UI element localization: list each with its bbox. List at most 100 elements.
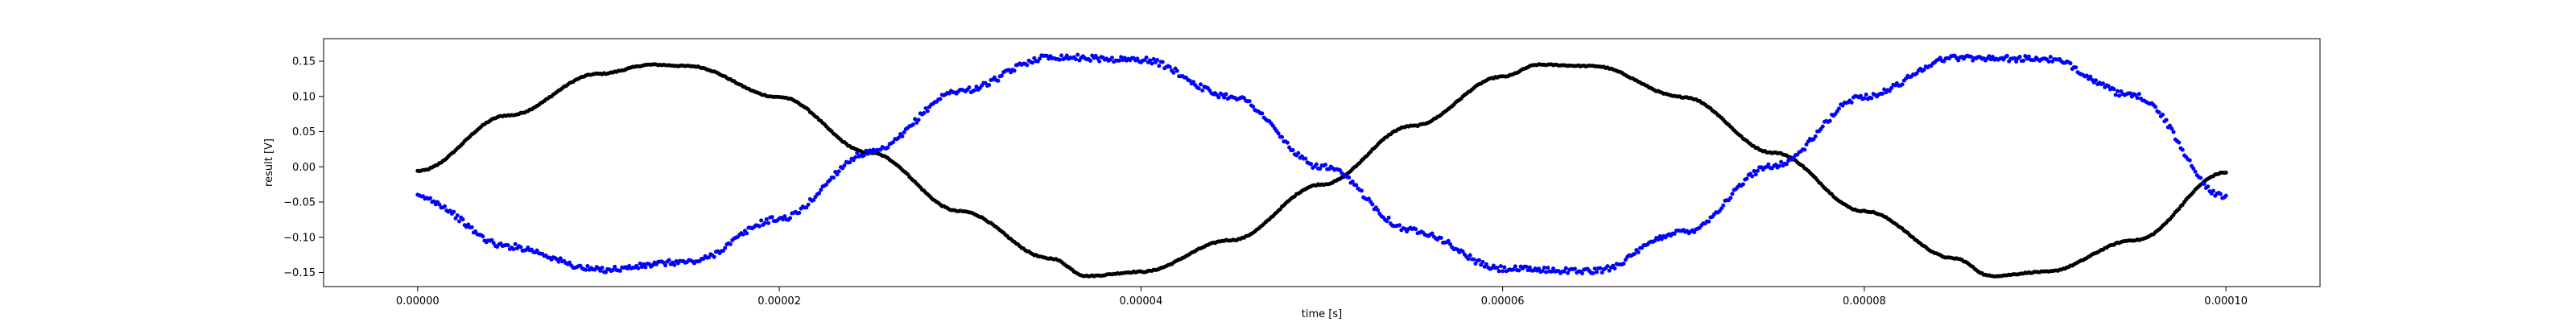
y-tick-label: −0.15 (283, 267, 316, 279)
data-point (1155, 57, 1160, 62)
data-point (728, 242, 733, 246)
data-point (603, 270, 608, 275)
data-point (2136, 92, 2141, 97)
data-point (2168, 123, 2173, 128)
data-point (2198, 175, 2203, 180)
data-point (2026, 54, 2031, 59)
data-point (2211, 188, 2215, 193)
data-point (1524, 264, 1529, 269)
data-point (473, 229, 478, 233)
data-point (1623, 258, 1628, 262)
data-point (2164, 118, 2169, 122)
data-point (1572, 266, 1577, 271)
data-point (1309, 162, 1314, 167)
series-1 (415, 52, 2228, 276)
data-point (2206, 184, 2211, 189)
data-point (1549, 269, 1554, 274)
data-point (1075, 52, 1080, 57)
data-point (2202, 181, 2207, 186)
data-point (2112, 87, 2116, 92)
data-point (781, 217, 786, 222)
data-point (466, 222, 471, 227)
data-point (1779, 159, 1784, 164)
data-point (1224, 92, 1228, 97)
data-point (638, 261, 642, 266)
data-point (2021, 58, 2026, 63)
data-point (1579, 271, 1584, 276)
data-point (762, 221, 767, 225)
data-point (453, 216, 458, 221)
data-point (922, 110, 927, 115)
x-tick-label: 0.00008 (1843, 295, 1886, 308)
data-point (1376, 208, 1381, 213)
data-point (1869, 96, 1874, 101)
data-point (1938, 56, 1942, 60)
data-point (1672, 232, 1677, 237)
data-point (1208, 88, 1212, 93)
data-point (568, 260, 572, 265)
data-point (1174, 68, 1179, 73)
data-point (910, 122, 915, 127)
data-point (1820, 124, 1825, 129)
data-point (1109, 56, 1114, 60)
data-point (600, 266, 605, 270)
data-point (1633, 251, 1637, 256)
data-point (804, 205, 809, 210)
data-point (999, 73, 1004, 78)
data-point (1460, 249, 1465, 254)
data-point (513, 242, 518, 246)
data-point (1198, 82, 1203, 87)
data-point (900, 134, 905, 138)
data-point (1517, 268, 1521, 273)
data-point (797, 210, 802, 215)
data-point (923, 105, 928, 110)
data-point (1656, 237, 1661, 242)
data-point (1730, 192, 1735, 196)
data-point (1707, 219, 1711, 224)
data-point (706, 255, 711, 260)
data-point (967, 85, 972, 90)
data-point (667, 258, 671, 262)
data-point (1285, 140, 1290, 145)
data-point (1196, 86, 1201, 91)
data-point (1728, 196, 1733, 200)
data-point (2093, 78, 2098, 83)
data-point (1840, 103, 1845, 108)
data-point (1447, 242, 1452, 246)
data-point (1247, 99, 1252, 104)
data-point (2177, 140, 2182, 145)
data-point (2223, 170, 2228, 175)
data-point (1594, 270, 1599, 275)
data-point (617, 268, 622, 273)
data-point (643, 265, 648, 270)
data-point (431, 199, 436, 204)
data-point (741, 232, 745, 237)
data-point (1544, 270, 1549, 275)
y-axis: −0.15 −0.10 −0.05 0.00 0.05 0.10 0.15 (283, 56, 324, 279)
data-point (598, 268, 603, 273)
data-point (1598, 266, 1603, 270)
data-point (443, 204, 448, 208)
data-point (1414, 227, 1418, 232)
series-0 (415, 62, 2228, 279)
data-point (610, 267, 615, 272)
data-point (2074, 65, 2079, 70)
data-point (2218, 192, 2223, 196)
data-point (1498, 264, 1503, 269)
plot-area (323, 38, 2321, 287)
data-point (1887, 89, 1892, 93)
data-point (1900, 82, 1905, 87)
data-point (2084, 73, 2089, 78)
data-point (1151, 56, 1156, 61)
data-point (842, 163, 847, 168)
data-point (2100, 81, 2105, 86)
data-point (1525, 268, 1530, 273)
data-point (1858, 93, 1863, 98)
data-point (712, 254, 716, 259)
data-point (2223, 193, 2228, 198)
data-point (1296, 151, 1301, 155)
data-point (836, 169, 841, 174)
data-point (1439, 236, 1443, 241)
data-point (1987, 54, 1992, 59)
